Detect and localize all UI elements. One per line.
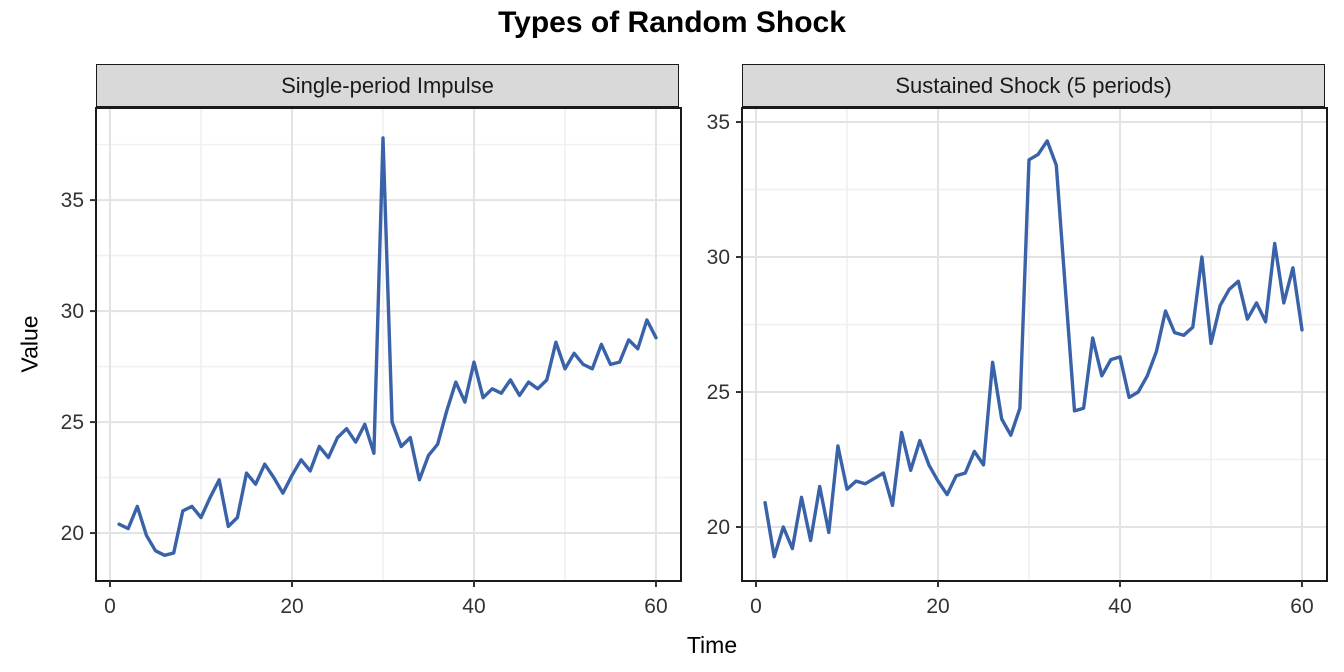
y-tick-label: 30	[707, 246, 730, 269]
panel-background	[742, 108, 1327, 581]
panel-right-plot: 0 20 40 60 20 25 30 35	[707, 107, 1328, 618]
x-tick-label: 60	[644, 595, 667, 618]
x-tick-label: 0	[750, 595, 762, 618]
x-tick-label: 60	[1290, 595, 1313, 618]
y-tick-label: 35	[61, 189, 84, 212]
y-tick-label: 20	[61, 522, 84, 545]
panel-left-plot: 0 20 40 60 20 25 30 35	[61, 107, 682, 618]
facet-strip-right-label: Sustained Shock (5 periods)	[895, 72, 1172, 98]
y-tick-label: 30	[61, 300, 84, 323]
x-tick-label: 40	[1108, 595, 1131, 618]
y-tick-label: 35	[707, 111, 730, 134]
facet-strip-right: Sustained Shock (5 periods)	[742, 64, 1325, 107]
x-tick-label: 20	[926, 595, 949, 618]
x-tick-label: 20	[280, 595, 303, 618]
series-line	[117, 136, 658, 557]
y-tick-label: 25	[707, 381, 730, 404]
chart-title: Types of Random Shock	[498, 6, 846, 39]
panel-border	[741, 107, 1328, 582]
y-tick-label: 25	[61, 411, 84, 434]
x-tick-label: 0	[104, 595, 116, 618]
facet-strip-left-label: Single-period Impulse	[281, 72, 494, 98]
panel-border	[95, 107, 682, 582]
x-tick-label: 40	[462, 595, 485, 618]
x-axis-title: Time	[686, 632, 738, 658]
facet-strip-left: Single-period Impulse	[96, 64, 679, 107]
series-line	[763, 139, 1304, 559]
y-axis-title: Value	[16, 315, 43, 373]
y-tick-label: 20	[707, 516, 730, 539]
